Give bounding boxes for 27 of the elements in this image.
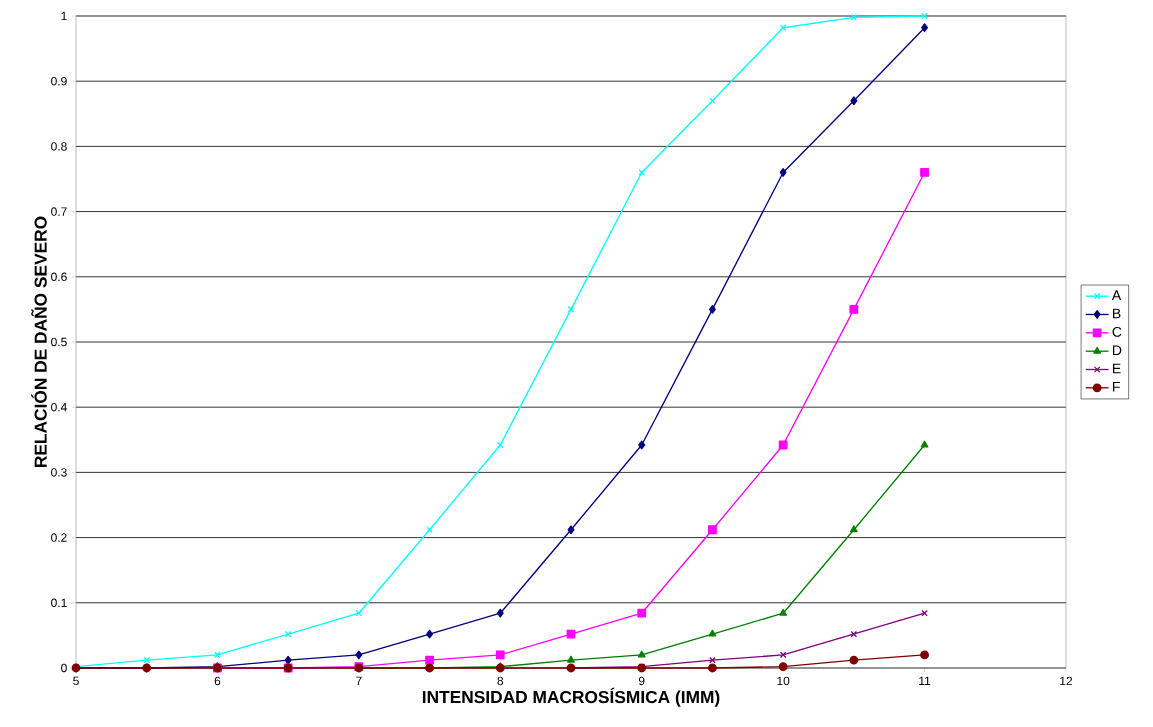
y-axis-title: RELACIÓN DE DAÑO SEVERO bbox=[31, 216, 47, 467]
y-tick-label: 0.5 bbox=[51, 337, 67, 347]
x-tick-label: 7 bbox=[356, 676, 362, 685]
x-tick-label: 11 bbox=[919, 676, 931, 685]
x-tick-label: 10 bbox=[777, 676, 790, 686]
x-axis-title: INTENSIDAD MACROSÍSMICA (IMM) bbox=[422, 687, 720, 707]
legend-label: E bbox=[1113, 363, 1121, 374]
x-tick-label: 8 bbox=[497, 676, 504, 686]
x-tick-label: 5 bbox=[73, 676, 79, 686]
y-tick-label: 0.6 bbox=[51, 272, 67, 282]
y-tick-label: 0.3 bbox=[51, 468, 67, 477]
y-tick-label: 1 bbox=[61, 11, 67, 21]
y-tick-label: 0.4 bbox=[51, 402, 67, 412]
legend-label: A bbox=[1111, 290, 1122, 300]
legend-label: D bbox=[1113, 345, 1122, 356]
y-tick-label: 0.9 bbox=[51, 76, 67, 86]
y-tick-label: 0.7 bbox=[51, 207, 67, 216]
x-tick-label: 9 bbox=[638, 676, 645, 686]
y-tick-label: 0.1 bbox=[51, 598, 67, 608]
legend-label: B bbox=[1113, 308, 1121, 319]
legend-label: F bbox=[1113, 382, 1120, 392]
x-tick-label: 6 bbox=[214, 676, 221, 686]
x-tick-label: 12 bbox=[1060, 676, 1073, 686]
y-tick-label: 0.8 bbox=[51, 142, 67, 151]
y-tick-label: 0 bbox=[61, 663, 67, 673]
legend-label: C bbox=[1112, 326, 1122, 337]
y-tick-label: 0.2 bbox=[51, 533, 67, 542]
